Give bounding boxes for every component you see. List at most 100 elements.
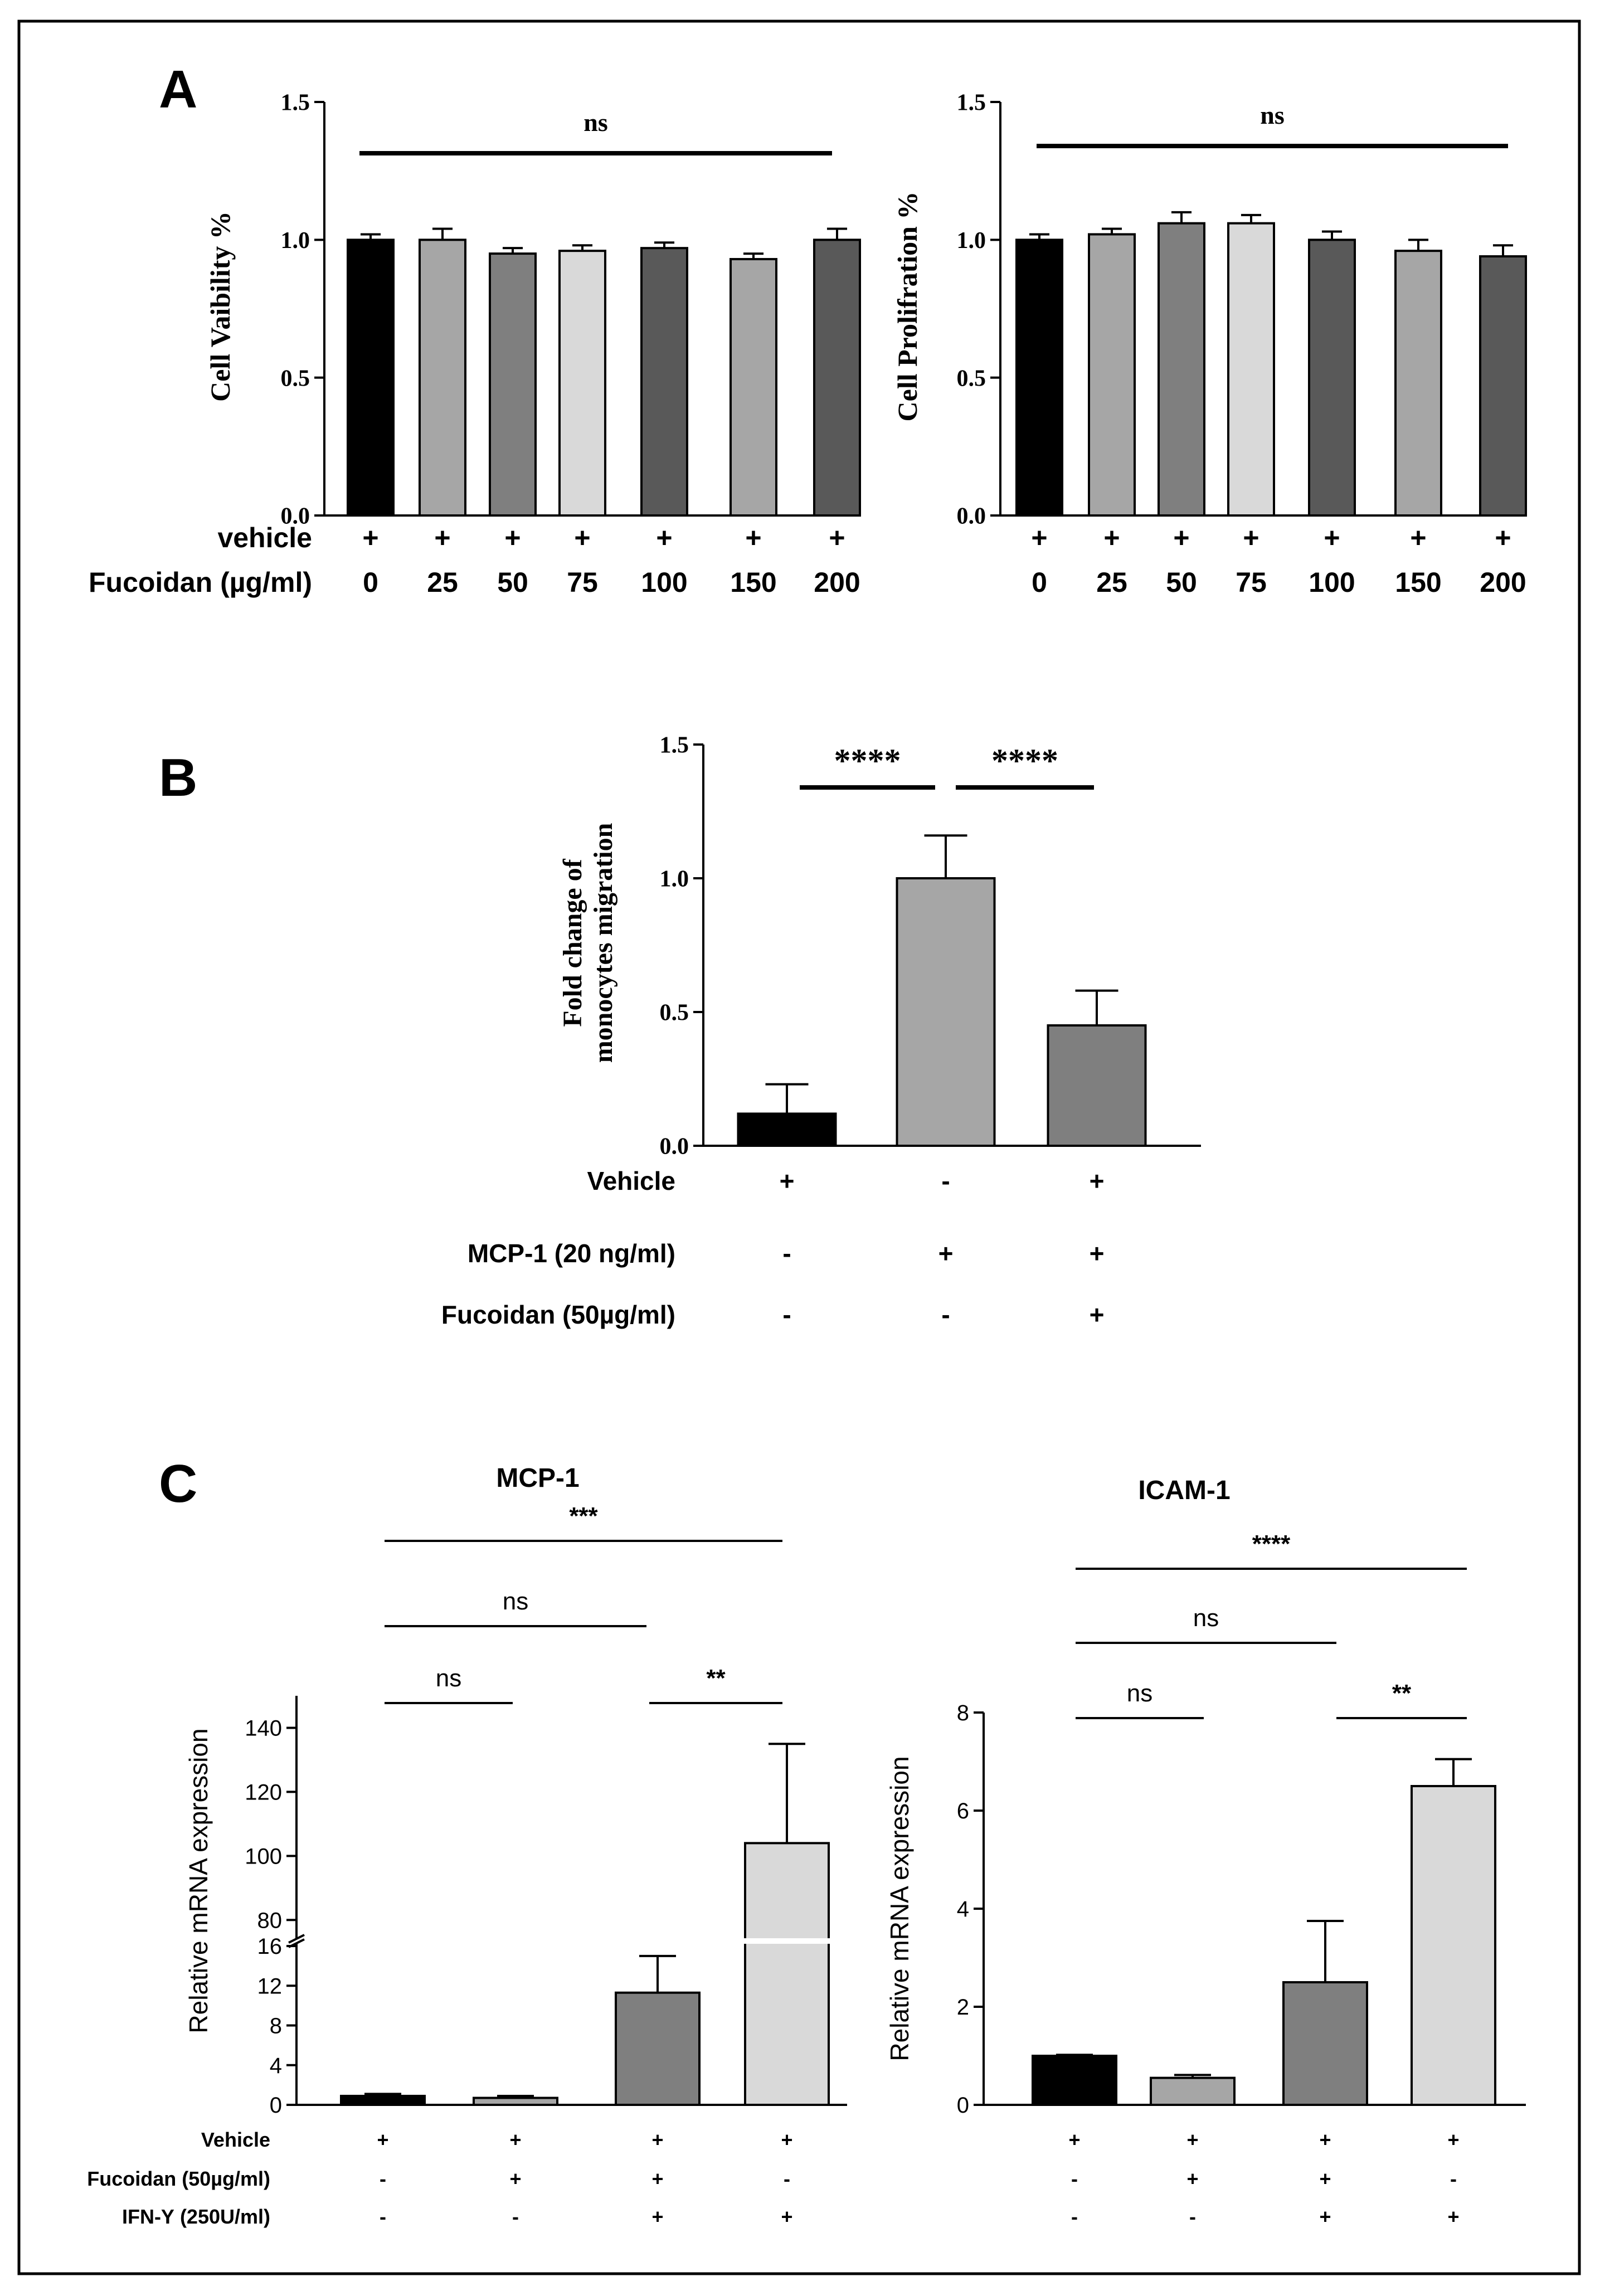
significance-label: **** [1252,1530,1291,1558]
bar [1282,1981,1368,2106]
condition-mark: 150 [1395,567,1441,598]
bar [1227,222,1275,517]
condition-label: vehicle [217,522,312,553]
significance-label: **** [834,742,901,779]
bar [640,247,688,517]
y-tick-label: 1.0 [660,867,689,892]
bar [1088,233,1136,517]
condition-mark: - [380,2167,386,2190]
condition-mark: + [829,522,845,553]
condition-mark: - [782,1300,791,1329]
condition-mark: + [574,522,590,553]
y-tick-label: 120 [245,1780,282,1804]
condition-mark: 200 [1480,567,1526,598]
condition-mark: + [1319,2128,1331,2151]
bar [1411,1785,1496,2106]
bar [1015,239,1063,517]
condition-mark: 25 [427,567,458,598]
condition-mark: - [1071,2167,1078,2190]
condition-mark: 0 [1032,567,1047,598]
condition-label: Vehicle [201,2128,270,2151]
y-tick-label: 6 [957,1799,969,1823]
y-tick-label: 0.0 [281,504,310,529]
condition-mark: + [1090,1239,1105,1268]
condition-mark: + [1324,522,1340,553]
significance-label: ns [503,1588,528,1615]
condition-mark: - [782,1239,791,1268]
y-axis-label: Relative mRNA expression [184,1728,213,2033]
condition-mark: + [780,1166,795,1195]
bar [1150,2076,1236,2107]
condition-mark: + [656,522,672,553]
condition-mark: 100 [641,567,687,598]
y-tick-label: 100 [245,1844,282,1869]
condition-mark: + [377,2128,388,2151]
bar [813,239,861,517]
condition-mark: + [651,2128,663,2151]
condition-mark: - [380,2205,386,2228]
y-tick-label: 4 [270,2054,282,2078]
y-axis-label: monocytes migration [589,823,618,1063]
chart-c-right: 0 2 4 6 8 Relative mRNA expression ICAM-1 **** n… [885,1476,1526,2228]
condition-mark: + [651,2205,663,2228]
condition-mark: + [434,522,450,553]
y-tick-label: 8 [270,2014,282,2039]
plots: 0.0 0.5 1.0 1.5 Cell Vaibility % ns vehicle + + +… [87,90,1527,2228]
significance-label: ns [1193,1604,1219,1632]
panel-label-b: B [159,748,197,808]
y-tick-label: 80 [257,1908,283,1933]
condition-mark: + [1031,522,1047,553]
condition-mark: - [784,2167,790,2190]
condition-label: Fucoidan (50µg/ml) [87,2167,270,2190]
y-tick-label: 0.5 [957,366,986,391]
y-tick-label: 1.5 [281,90,310,116]
axis-break-mark [288,1934,305,1944]
bar [347,239,395,517]
condition-mark: + [362,522,378,553]
chart-b: 0.0 0.5 1.0 1.5 Fold change of monocytes migr… [441,733,1201,1329]
y-tick-label: 1.0 [957,228,986,254]
condition-mark: + [1447,2128,1459,2151]
bar [737,1112,837,1147]
bar [1394,250,1442,517]
condition-mark: - [1189,2205,1196,2228]
y-tick-label: 16 [257,1934,283,1959]
significance-label: ns [1127,1680,1152,1707]
condition-mark: + [1103,522,1120,553]
condition-mark: 50 [497,567,528,598]
chart-title: ICAM-1 [1138,1476,1230,1505]
bar [1032,2055,1117,2106]
y-tick-label: 1.0 [281,228,310,254]
y-tick-label: 0 [270,2093,282,2118]
condition-mark: + [781,2128,792,2151]
bar [489,252,537,517]
condition-mark: + [1090,1300,1105,1329]
y-tick-label: 1.5 [660,733,689,758]
y-axis-label: Cell Prolifration % [892,192,923,422]
y-tick-label: 12 [257,1974,283,1998]
condition-mark: + [1495,522,1511,553]
condition-mark: 25 [1096,567,1127,598]
significance-label: **** [991,742,1058,779]
chart-a-right: 0.0 0.5 1.0 1.5 Cell Prolifration % ns + + + + + + +… [892,90,1527,598]
y-tick-label: 8 [957,1701,969,1725]
condition-mark: + [1319,2167,1331,2190]
condition-mark: + [1410,522,1426,553]
bar [744,1842,830,2106]
condition-mark: + [504,522,521,553]
condition-mark: + [781,2205,792,2228]
bar [896,877,996,1147]
bar [473,2096,558,2106]
condition-mark: + [1319,2205,1331,2228]
axis-break-gap [743,1938,831,1944]
condition-mark: 0 [363,567,378,598]
panel-label-c: C [159,1454,197,1514]
bar [615,1991,701,2106]
condition-mark: - [1450,2167,1457,2190]
condition-mark: 150 [730,567,776,598]
condition-label: MCP-1 (20 ng/ml) [468,1239,675,1268]
condition-mark: + [1243,522,1259,553]
bar [558,250,606,517]
significance-label: ** [706,1665,726,1692]
